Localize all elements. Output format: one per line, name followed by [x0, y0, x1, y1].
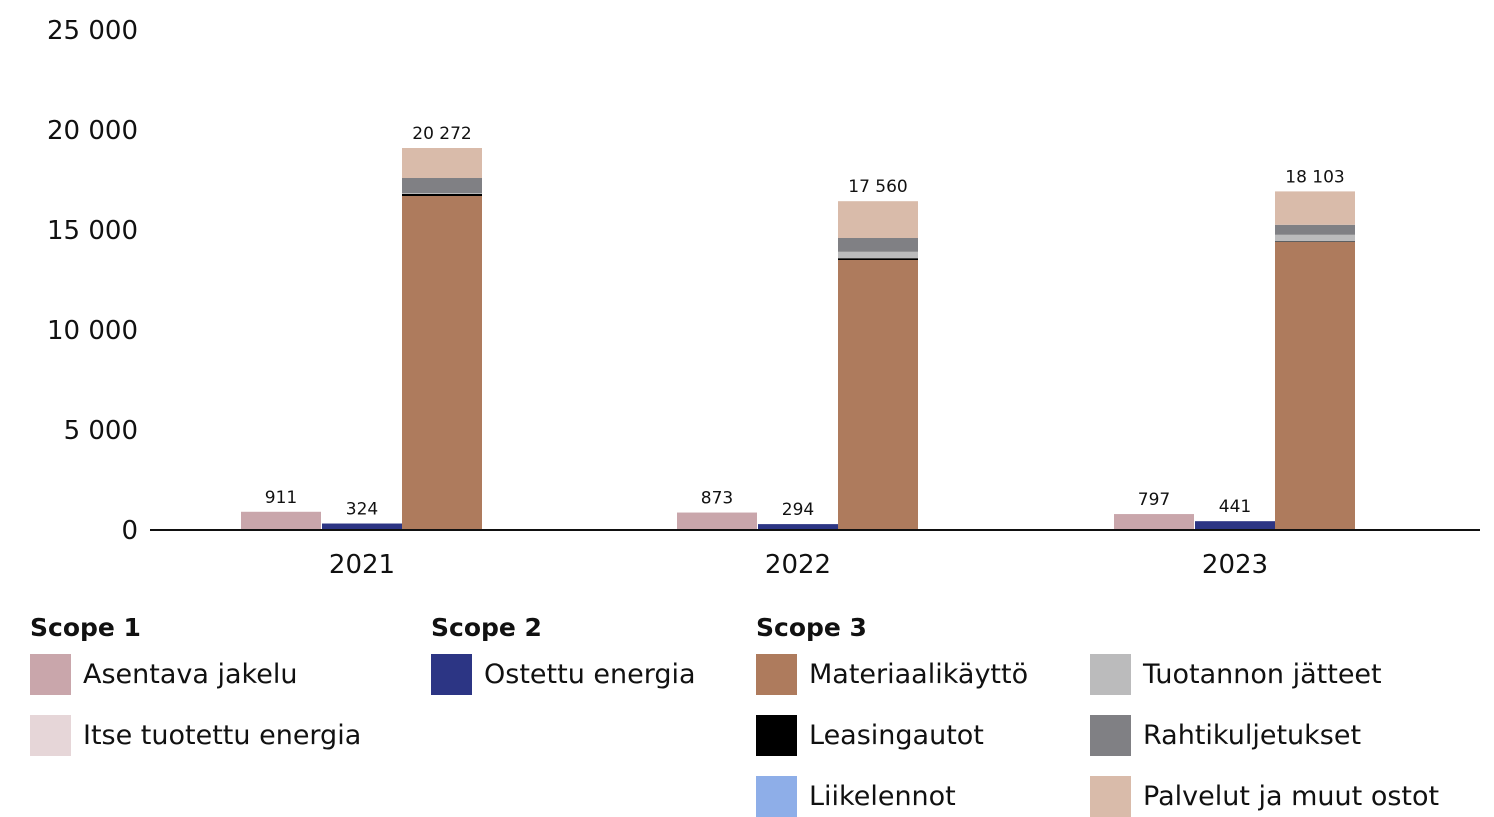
bar-segment [838, 238, 918, 252]
bar-segment [402, 148, 482, 178]
bar-total-label: 911 [265, 488, 297, 508]
legend-label: Rahtikuljetukset [1143, 720, 1362, 751]
bar-segment [838, 201, 918, 238]
bar-total-label: 797 [1138, 490, 1170, 510]
bar-segment [1195, 521, 1275, 530]
legend-title-scope-3: Scope 3 [756, 613, 867, 642]
bar-segment [1275, 191, 1355, 225]
bar-segment [838, 258, 918, 260]
bar-segment [677, 512, 757, 530]
bar-total-label: 324 [346, 500, 378, 520]
legend-swatch [756, 776, 797, 817]
bar-total-label: 873 [701, 489, 733, 509]
bar-total-label: 17 560 [848, 177, 907, 197]
x-tick-label: 2022 [765, 550, 831, 580]
legend-title-scope-1: Scope 1 [30, 613, 141, 642]
bar-segment [1275, 241, 1355, 242]
bar-segment [1275, 224, 1355, 235]
legend-item-ostettu-energia: Ostettu energia [431, 654, 696, 695]
legend-label: Itse tuotettu energia [83, 720, 362, 751]
bar-segment [838, 260, 918, 530]
bar-segment [402, 194, 482, 196]
x-tick-label: 2021 [329, 550, 395, 580]
legend-swatch [1090, 654, 1131, 695]
legend-swatch [30, 654, 71, 695]
y-tick-label: 0 [121, 516, 138, 546]
legend-swatch [30, 715, 71, 756]
x-tick-label: 2023 [1202, 550, 1268, 580]
y-tick-label: 10 000 [47, 316, 138, 346]
legend-label: Leasingautot [809, 720, 984, 751]
legend-item-itse-tuotettu-energia: Itse tuotettu energia [30, 715, 361, 756]
legend-item-asentava-jakelu: Asentava jakelu [30, 654, 297, 695]
legend-label: Materiaalikäyttö [809, 659, 1029, 690]
legend-swatch [1090, 715, 1131, 756]
emissions-bar-chart: 0 5 000 10 000 15 000 20 000 25 000 911 324 20 2… [47, 16, 1480, 580]
legend-swatch [1090, 776, 1131, 817]
bar-total-label: 441 [1219, 497, 1251, 517]
legend-label: Asentava jakelu [83, 659, 298, 690]
bar-segment [1275, 242, 1355, 530]
bar-segment [838, 251, 918, 259]
legend-title-scope-2: Scope 2 [431, 613, 542, 642]
legend-item-palvelut-ja-muut-ostot: Palvelut ja muut ostot [1090, 776, 1439, 817]
legend-swatch [756, 654, 797, 695]
bar-segment [241, 511, 321, 530]
y-tick-label: 5 000 [64, 416, 138, 446]
legend-swatch [431, 654, 472, 695]
legend-label: Palvelut ja muut ostot [1143, 781, 1440, 812]
bar-segment [402, 196, 482, 530]
legend-item-leasingautot: Leasingautot [756, 715, 984, 756]
bar-total-label: 294 [782, 500, 814, 520]
legend-swatch [756, 715, 797, 756]
bar-segment [1275, 234, 1355, 242]
legend-item-materiaalikaytto: Materiaalikäyttö [756, 654, 1028, 695]
bar-segment [402, 178, 482, 194]
legend-item-tuotannon-jatteet: Tuotannon jätteet [1090, 654, 1382, 695]
bar-total-label: 18 103 [1285, 167, 1344, 187]
legend-item-liikelennot: Liikelennot [756, 776, 956, 817]
y-tick-label: 15 000 [47, 216, 138, 246]
y-tick-label: 25 000 [47, 16, 138, 46]
bar-total-label: 20 272 [412, 124, 471, 144]
bar-segment [758, 524, 838, 530]
y-tick-label: 20 000 [47, 116, 138, 146]
bar-segment [402, 193, 482, 194]
legend-label: Ostettu energia [484, 659, 696, 690]
legend-item-rahtikuljetukset: Rahtikuljetukset [1090, 715, 1361, 756]
bar-segment [322, 523, 402, 530]
bar-segment [1114, 514, 1194, 530]
legend-label: Liikelennot [809, 781, 956, 812]
legend-label: Tuotannon jätteet [1143, 659, 1382, 690]
